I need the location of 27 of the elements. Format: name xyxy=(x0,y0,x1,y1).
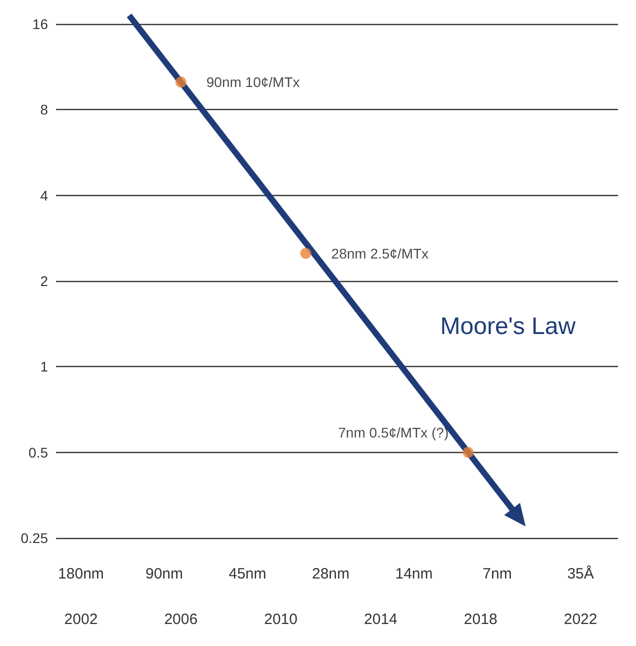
x-tick-label: 2018 xyxy=(464,611,498,628)
data-label: 28nm 2.5¢/MTx xyxy=(331,245,429,262)
y-tick-label: 0.5 xyxy=(28,444,48,460)
x-tick-label: 2002 xyxy=(64,611,98,628)
y-tick-label: 4 xyxy=(40,187,48,204)
data-label: 7nm 0.5¢/MTx (?) xyxy=(338,424,449,440)
text: 90nm xyxy=(145,566,184,582)
x-tick-label: 2010 xyxy=(264,611,298,628)
y-tick-label: 0.25 xyxy=(20,530,48,546)
y-tick-label: 16 xyxy=(32,16,48,32)
point xyxy=(462,446,474,458)
point xyxy=(175,76,186,88)
data-label: 90nm 10¢/MTx xyxy=(206,74,300,90)
x-tick-label: 2006 xyxy=(164,611,198,628)
y-tick-label: 8 xyxy=(40,102,48,118)
x-tick-label: 2022 xyxy=(564,611,598,628)
text: 14nm xyxy=(395,566,433,582)
annotation: Moore's Law xyxy=(440,312,576,340)
text: 7nm xyxy=(482,566,512,582)
x-tick-label: 2014 xyxy=(364,611,398,628)
point xyxy=(300,248,312,259)
text: 45nm xyxy=(228,566,266,582)
text: 180nm xyxy=(58,566,104,582)
y-tick-label: 1 xyxy=(40,358,48,375)
y-tick-label: 2 xyxy=(40,273,48,289)
text: 35Å xyxy=(567,564,594,582)
text: 28nm xyxy=(312,566,350,582)
